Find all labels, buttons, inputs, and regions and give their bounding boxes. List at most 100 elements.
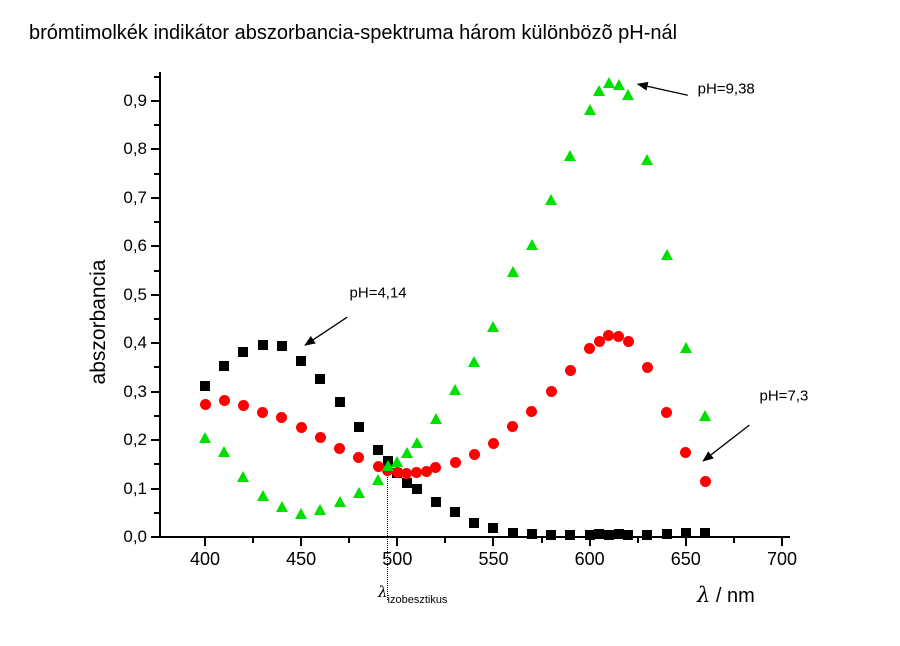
y-minor-tick — [154, 124, 159, 127]
data-point-ph938 — [525, 239, 538, 251]
data-point-ph73 — [449, 456, 461, 468]
data-point-ph414 — [661, 529, 672, 540]
data-point-ph414 — [584, 529, 595, 540]
data-point-ph938 — [660, 248, 673, 260]
x-axis-line — [159, 536, 790, 538]
data-point-ph73 — [545, 385, 557, 397]
x-tick-label: 700 — [766, 549, 797, 569]
data-point-ph73 — [314, 432, 326, 444]
data-point-ph73 — [622, 335, 634, 347]
data-point-ph414 — [507, 527, 518, 538]
data-point-ph938 — [237, 471, 250, 483]
y-tick-label: 0,8 — [123, 139, 147, 159]
data-point-ph73 — [276, 411, 288, 423]
chart-title: brómtimolkék indikátor abszorbancia-spek… — [29, 22, 678, 44]
data-point-ph73 — [613, 330, 624, 342]
isosbestic-subscript: izobesztikus — [387, 594, 448, 606]
data-point-ph414 — [200, 380, 210, 391]
y-major-tick — [151, 293, 159, 296]
y-tick-label: 0,5 — [123, 284, 147, 304]
y-minor-tick — [154, 414, 159, 417]
y-minor-tick — [154, 366, 159, 369]
x-major-tick — [396, 538, 399, 546]
data-point-ph73 — [430, 462, 442, 474]
data-point-ph414 — [488, 522, 499, 533]
data-point-ph73 — [401, 467, 413, 479]
data-point-ph73 — [372, 460, 384, 472]
data-point-ph73 — [420, 465, 432, 477]
x-minor-tick — [252, 538, 255, 543]
x-minor-tick — [732, 538, 735, 543]
data-point-ph938 — [256, 490, 269, 502]
data-point-ph414 — [450, 507, 461, 518]
data-point-ph414 — [373, 444, 384, 455]
x-major-tick — [684, 538, 687, 546]
data-point-ph73 — [593, 335, 605, 347]
data-point-ph73 — [487, 438, 499, 450]
data-point-ph938 — [602, 76, 615, 88]
y-tick-label: 0,2 — [123, 430, 147, 450]
x-minor-tick — [348, 538, 351, 543]
y-tick-label: 0,7 — [123, 187, 147, 207]
data-point-ph938 — [641, 153, 654, 165]
y-minor-tick — [154, 463, 159, 466]
data-point-ph938 — [372, 474, 385, 486]
y-axis-title: abszorbancia — [87, 259, 110, 385]
y-tick-label: 0,1 — [123, 478, 147, 498]
data-point-ph938 — [679, 341, 692, 353]
data-point-ph414 — [257, 339, 268, 350]
x-major-tick — [300, 538, 303, 546]
data-point-ph938 — [410, 437, 423, 448]
annotation-label-pH414: pH=4,14 — [349, 284, 407, 302]
x-minor-tick — [636, 538, 639, 543]
data-point-ph414 — [594, 529, 605, 540]
x-tick-label: 550 — [478, 549, 509, 569]
data-point-ph414 — [700, 528, 711, 539]
data-point-ph414 — [565, 529, 576, 540]
y-minor-tick — [154, 172, 159, 175]
data-point-ph414 — [680, 528, 691, 539]
y-major-tick — [151, 148, 159, 151]
data-point-ph73 — [391, 466, 403, 478]
data-point-ph938 — [400, 447, 413, 459]
y-tick-label: 0,4 — [123, 333, 147, 353]
x-major-tick — [492, 538, 495, 546]
data-point-ph73 — [237, 400, 249, 412]
data-point-ph73 — [353, 451, 365, 463]
data-point-ph938 — [352, 486, 365, 498]
data-point-ph938 — [612, 79, 625, 91]
y-tick-label: 0,9 — [123, 91, 147, 111]
data-point-ph938 — [449, 384, 462, 396]
annotation-label-pH938: pH=9,38 — [697, 80, 755, 98]
data-point-ph938 — [487, 321, 500, 333]
data-point-ph938 — [545, 194, 558, 206]
data-point-ph938 — [622, 88, 635, 100]
x-major-tick — [780, 538, 783, 546]
data-point-ph73 — [334, 442, 346, 454]
y-major-tick — [151, 196, 159, 199]
data-point-ph938 — [593, 84, 606, 96]
data-point-ph414 — [411, 484, 422, 495]
x-axis-unit: / nm — [710, 585, 755, 607]
data-point-ph73 — [295, 422, 307, 434]
y-major-tick — [151, 439, 159, 442]
y-minor-tick — [154, 221, 159, 224]
x-tick-label: 650 — [670, 549, 701, 569]
isosbestic-lambda-symbol: λ — [378, 583, 388, 601]
data-point-ph938 — [583, 103, 596, 115]
annotation-arrow — [636, 81, 688, 96]
data-point-ph938 — [391, 455, 404, 467]
data-point-ph73 — [584, 342, 596, 354]
isosbestic-label: λizobesztikus — [378, 583, 447, 606]
annotation-arrow — [702, 424, 750, 462]
x-major-tick — [588, 538, 591, 546]
y-axis-line — [159, 72, 161, 538]
data-point-ph938 — [564, 149, 577, 161]
y-major-tick — [151, 487, 159, 490]
y-minor-tick — [154, 511, 159, 514]
y-tick-label: 0,0 — [123, 527, 147, 546]
x-tick-label: 450 — [286, 549, 317, 569]
x-minor-tick — [444, 538, 447, 543]
y-minor-tick — [154, 75, 159, 78]
